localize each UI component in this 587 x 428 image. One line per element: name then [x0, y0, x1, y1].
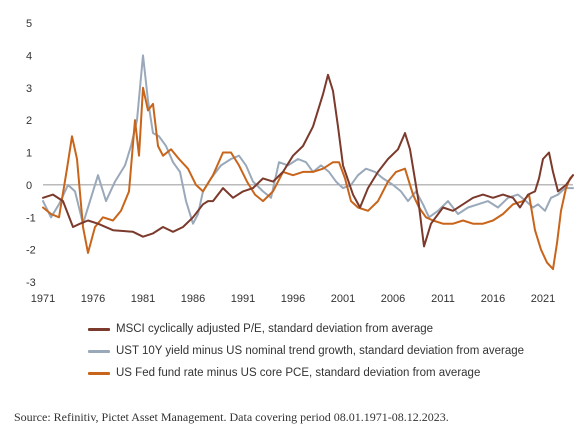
y-tick-label: -1 [26, 212, 36, 224]
x-tick-label: 1991 [231, 293, 255, 305]
legend-label-msci-cape: MSCI cyclically adjusted P/E, standard d… [116, 323, 434, 335]
legend-item-ust-10y: UST 10Y yield minus US nominal trend gro… [88, 340, 524, 362]
series-line-0 [42, 73, 574, 248]
y-tick-label: 3 [26, 83, 32, 95]
y-tick-label: 0 [26, 180, 32, 192]
x-tick-label: 1981 [131, 293, 155, 305]
y-tick-label: 2 [26, 115, 32, 127]
y-tick-label: -2 [26, 245, 36, 257]
series-line-2 [42, 86, 574, 271]
x-axis-ticks: 1971 1976 1981 1986 1991 1996 2001 2006 2011 2016… [31, 293, 555, 305]
legend-label-ust-10y: UST 10Y yield minus US nominal trend gro… [116, 345, 525, 357]
legend-swatch-ust-10y [88, 349, 110, 353]
y-axis-ticks: 5 4 3 2 1 0 -1 -2 -3 [26, 18, 36, 289]
series-lines [42, 54, 574, 271]
x-tick-label: 1976 [81, 293, 105, 305]
legend-item-msci-cape: MSCI cyclically adjusted P/E, standard d… [88, 318, 524, 340]
source-note: Source: Refinitiv, Pictet Asset Manageme… [14, 410, 449, 424]
x-tick-label: 1986 [181, 293, 205, 305]
y-tick-label: 4 [26, 50, 32, 62]
x-tick-label: 2001 [331, 293, 355, 305]
legend: MSCI cyclically adjusted P/E, standard d… [88, 318, 524, 384]
line-chart: 5 4 3 2 1 0 -1 -2 -3 1971 1976 1981 1986 1991 1996 200… [26, 18, 574, 305]
x-tick-label: 1971 [31, 293, 55, 305]
legend-item-fed-fund: US Fed fund rate minus US core PCE, stan… [88, 362, 524, 384]
x-tick-label: 2006 [381, 293, 405, 305]
y-tick-label: 1 [26, 148, 32, 160]
x-tick-label: 2011 [431, 293, 455, 305]
y-tick-label: 5 [26, 18, 32, 30]
x-tick-label: 2021 [531, 293, 555, 305]
x-tick-label: 2016 [481, 293, 505, 305]
legend-swatch-msci-cape [88, 327, 110, 331]
y-tick-label: -3 [26, 277, 36, 289]
legend-swatch-fed-fund [88, 371, 110, 375]
x-tick-label: 1996 [281, 293, 305, 305]
legend-label-fed-fund: US Fed fund rate minus US core PCE, stan… [116, 367, 481, 379]
